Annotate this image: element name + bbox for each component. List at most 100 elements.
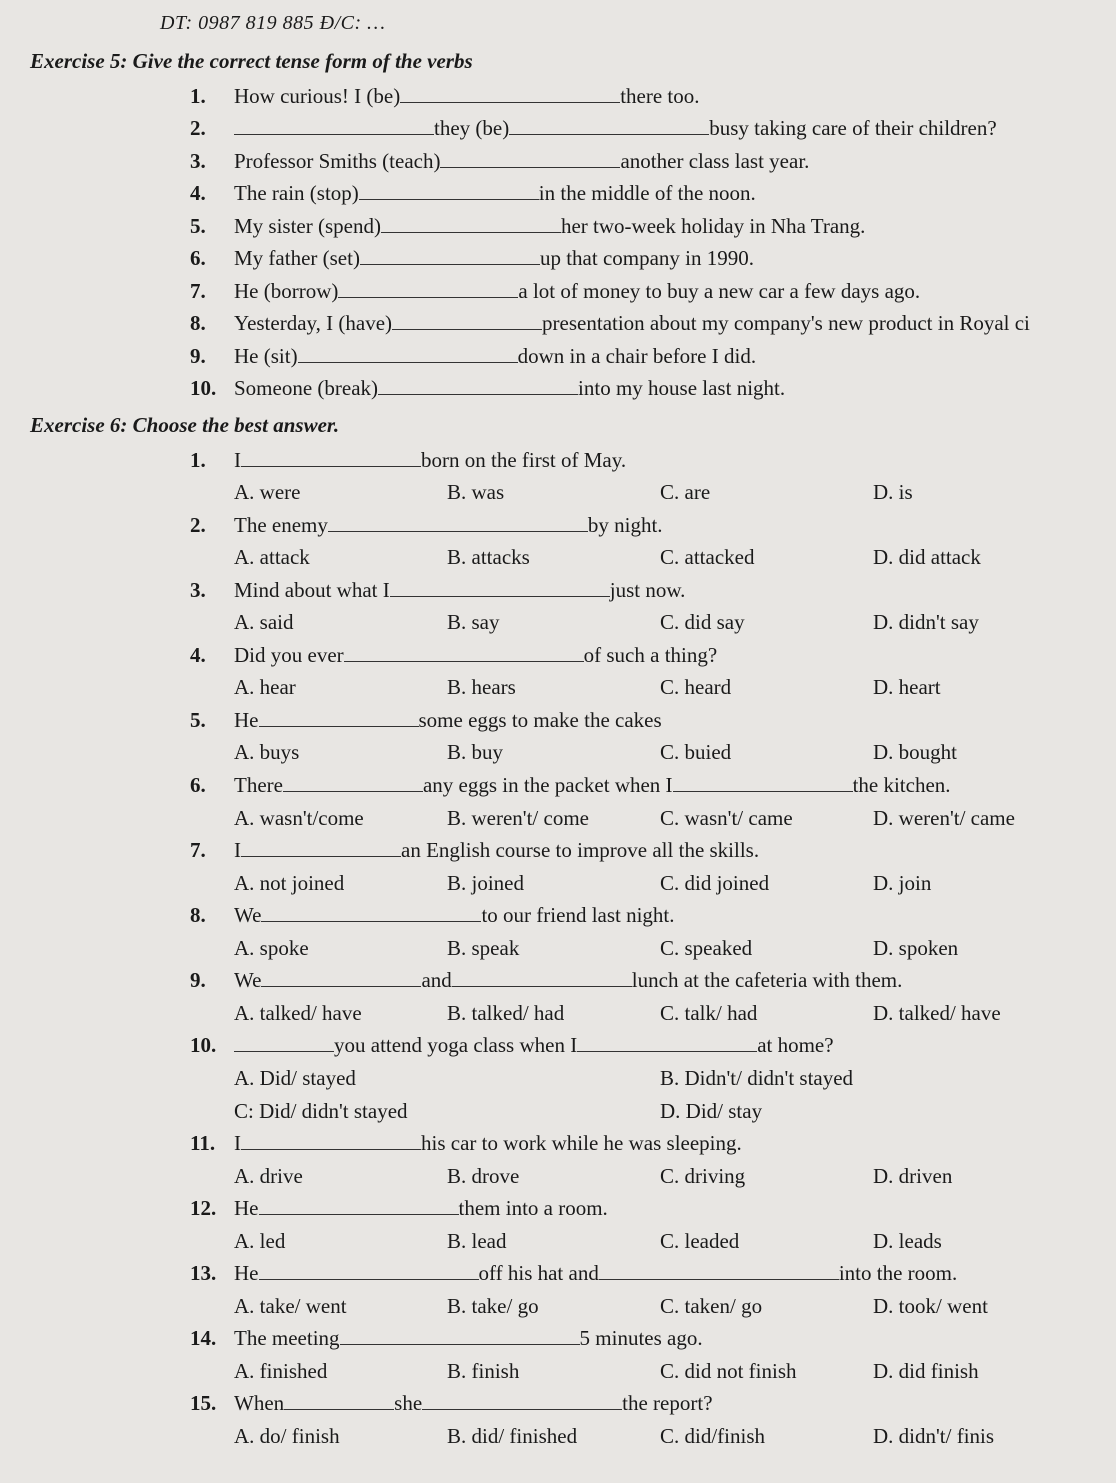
fill-blank[interactable] [241, 836, 401, 857]
answer-option[interactable]: A. spoke [234, 932, 447, 965]
answer-option[interactable]: A. were [234, 476, 447, 509]
answer-option[interactable]: B. take/ go [447, 1290, 660, 1323]
fill-blank[interactable] [509, 114, 709, 135]
answer-option[interactable] [873, 1062, 1086, 1095]
answer-option[interactable]: D. took/ went [873, 1290, 1086, 1323]
answer-option[interactable]: C. did/finish [660, 1420, 873, 1453]
answer-option[interactable]: C. speaked [660, 932, 873, 965]
fill-blank[interactable] [422, 1389, 622, 1410]
fill-blank[interactable] [259, 706, 419, 727]
answer-option[interactable]: A. drive [234, 1160, 447, 1193]
answer-option[interactable]: C. buied [660, 736, 873, 769]
fill-blank[interactable] [577, 1031, 757, 1052]
answer-option[interactable]: A. not joined [234, 867, 447, 900]
answer-option[interactable]: D. is [873, 476, 1086, 509]
answer-option[interactable]: B. was [447, 476, 660, 509]
fill-blank[interactable] [599, 1259, 839, 1280]
fill-blank[interactable] [328, 511, 588, 532]
answer-option[interactable]: B. attacks [447, 541, 660, 574]
question-sentence: Iborn on the first of May. [234, 444, 1086, 477]
answer-option[interactable] [873, 1095, 1086, 1128]
fill-blank[interactable] [673, 771, 853, 792]
answer-option[interactable]: D. did finish [873, 1355, 1086, 1388]
question-sentence: you attend yoga class when Iat home? [234, 1029, 1086, 1062]
fill-blank[interactable] [390, 576, 610, 597]
item-number: 11. [190, 1127, 234, 1160]
fill-blank[interactable] [298, 342, 518, 363]
answer-option[interactable]: C. leaded [660, 1225, 873, 1258]
answer-option[interactable]: B. buy [447, 736, 660, 769]
answer-option[interactable] [447, 1095, 660, 1128]
fill-blank[interactable] [259, 1259, 479, 1280]
answer-option[interactable]: B. talked/ had [447, 997, 660, 1030]
answer-option[interactable]: D. talked/ have [873, 997, 1086, 1030]
answer-option[interactable]: D. didn't/ finis [873, 1420, 1086, 1453]
fill-blank[interactable] [359, 179, 539, 200]
answer-option[interactable]: B. hears [447, 671, 660, 704]
answer-option[interactable]: D. didn't say [873, 606, 1086, 639]
answer-option[interactable]: B. speak [447, 932, 660, 965]
answer-option[interactable]: A. talked/ have [234, 997, 447, 1030]
answer-option[interactable]: A. buys [234, 736, 447, 769]
fill-blank[interactable] [378, 375, 578, 396]
answer-option[interactable]: B. drove [447, 1160, 660, 1193]
answer-option[interactable]: D. spoken [873, 932, 1086, 965]
fill-blank[interactable] [241, 446, 421, 467]
answer-option[interactable]: B. joined [447, 867, 660, 900]
fill-blank[interactable] [452, 966, 632, 987]
fill-blank[interactable] [283, 771, 423, 792]
item-number: 10. [190, 1029, 234, 1062]
answer-option[interactable]: A. Did/ stayed [234, 1062, 447, 1095]
answer-option[interactable]: A. attack [234, 541, 447, 574]
answer-option[interactable]: C. did say [660, 606, 873, 639]
answer-option[interactable]: A. led [234, 1225, 447, 1258]
answer-option[interactable]: D. leads [873, 1225, 1086, 1258]
answer-option[interactable]: C. did not finish [660, 1355, 873, 1388]
answer-option[interactable]: C. talk/ had [660, 997, 873, 1030]
answer-option[interactable]: A. finished [234, 1355, 447, 1388]
answer-option[interactable]: C. wasn't/ came [660, 802, 873, 835]
fill-blank[interactable] [344, 641, 584, 662]
fill-blank[interactable] [340, 1324, 580, 1345]
answer-option[interactable]: D. driven [873, 1160, 1086, 1193]
answer-option[interactable]: A. hear [234, 671, 447, 704]
answer-option[interactable]: A. do/ finish [234, 1420, 447, 1453]
answer-option[interactable]: C: Did/ didn't stayed [234, 1095, 447, 1128]
fill-blank[interactable] [440, 147, 620, 168]
answer-option[interactable]: D. did attack [873, 541, 1086, 574]
answer-option[interactable]: A. wasn't/come [234, 802, 447, 835]
fill-blank[interactable] [261, 966, 421, 987]
answer-option[interactable]: C. did joined [660, 867, 873, 900]
fill-blank[interactable] [381, 212, 561, 233]
answer-option[interactable]: C. taken/ go [660, 1290, 873, 1323]
fill-blank[interactable] [241, 1129, 421, 1150]
worksheet-page: DT: 0987 819 885 Đ/C: … Exercise 5: Give… [0, 0, 1116, 1483]
answer-option[interactable]: C. attacked [660, 541, 873, 574]
answer-option[interactable]: C. driving [660, 1160, 873, 1193]
fill-blank[interactable] [400, 82, 620, 103]
answer-option[interactable]: C. heard [660, 671, 873, 704]
answer-option[interactable]: D. Did/ stay [660, 1095, 873, 1128]
answer-option[interactable]: C. are [660, 476, 873, 509]
answer-option[interactable]: D. join [873, 867, 1086, 900]
fill-blank[interactable] [392, 309, 542, 330]
answer-option[interactable]: B. finish [447, 1355, 660, 1388]
fill-blank[interactable] [261, 901, 481, 922]
answer-option[interactable]: A. said [234, 606, 447, 639]
fill-blank[interactable] [234, 114, 434, 135]
answer-option[interactable]: B. did/ finished [447, 1420, 660, 1453]
fill-blank[interactable] [360, 244, 540, 265]
answer-option[interactable]: D. bought [873, 736, 1086, 769]
fill-blank[interactable] [259, 1194, 459, 1215]
answer-option[interactable]: A. take/ went [234, 1290, 447, 1323]
answer-option[interactable]: D. heart [873, 671, 1086, 704]
answer-option[interactable]: B. say [447, 606, 660, 639]
fill-blank[interactable] [234, 1031, 334, 1052]
fill-blank[interactable] [284, 1389, 394, 1410]
fill-blank[interactable] [338, 277, 518, 298]
answer-option[interactable]: B. weren't/ come [447, 802, 660, 835]
answer-option[interactable]: D. weren't/ came [873, 802, 1086, 835]
answer-option[interactable]: B. lead [447, 1225, 660, 1258]
answer-option[interactable] [447, 1062, 660, 1095]
answer-option[interactable]: B. Didn't/ didn't stayed [660, 1062, 873, 1095]
